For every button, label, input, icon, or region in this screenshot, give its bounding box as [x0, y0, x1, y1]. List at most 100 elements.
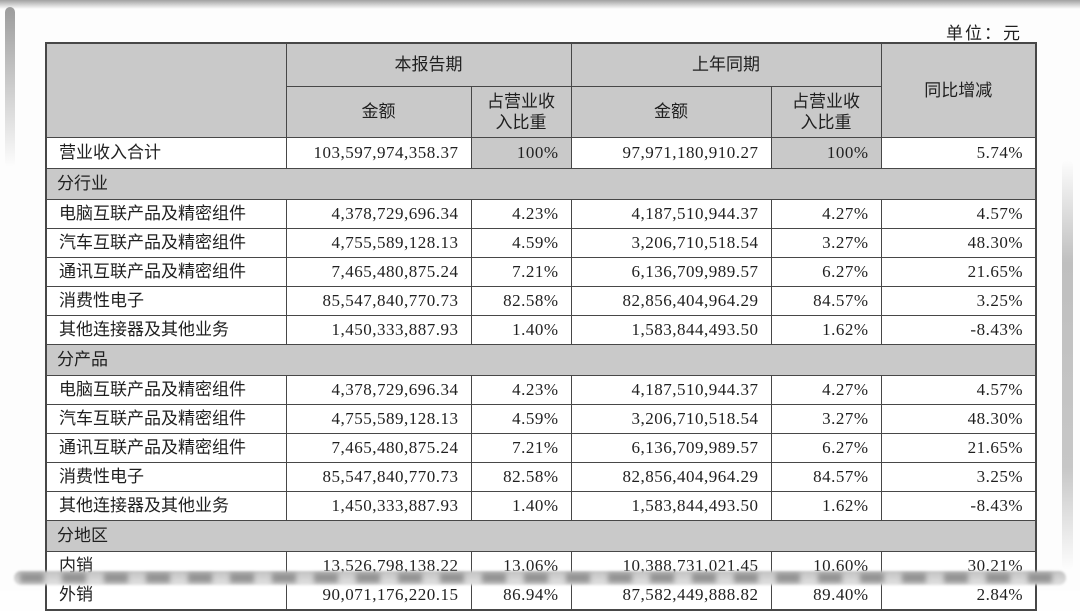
col-header-amount-current: 金额	[286, 87, 471, 138]
yoy-cell: 3.25%	[881, 287, 1036, 316]
current-share-cell: 4.59%	[471, 405, 571, 434]
current-share-cell: 1.40%	[471, 316, 571, 345]
prior-amount-cell: 4,187,510,944.37	[571, 376, 771, 405]
prior-share-cell: 6.27%	[771, 258, 881, 287]
prior-share-cell: 4.27%	[771, 376, 881, 405]
col-header-prior-period: 上年同期	[571, 43, 881, 87]
section-header-row: 分产品	[46, 345, 1036, 376]
section-title: 分行业	[46, 169, 1036, 200]
cropped-blurred-next-row	[14, 571, 1066, 585]
corner-cell	[46, 43, 286, 138]
prior-amount-cell: 82,856,404,964.29	[571, 287, 771, 316]
revenue-breakdown-table: 本报告期 上年同期 同比增减 金额 占营业收入比重 金额 占营业收入比重 营业收…	[45, 42, 1037, 611]
table-body: 营业收入合计 103,597,974,358.37 100% 97,971,18…	[46, 138, 1036, 611]
prior-share-cell: 1.62%	[771, 316, 881, 345]
unit-label: 单位：元	[946, 19, 1022, 44]
current-amount-cell: 7,465,480,875.24	[286, 258, 471, 287]
prior-share-cell: 84.57%	[771, 463, 881, 492]
current-amount-cell: 1,450,333,887.93	[286, 316, 471, 345]
prior-share-cell: 3.27%	[771, 229, 881, 258]
current-share-cell: 100%	[471, 138, 571, 169]
yoy-cell: 3.25%	[881, 463, 1036, 492]
current-amount-cell: 85,547,840,770.73	[286, 463, 471, 492]
row-label-cell: 消费性电子	[46, 287, 286, 316]
prior-amount-cell: 97,971,180,910.27	[571, 138, 771, 169]
row-label-cell: 其他连接器及其他业务	[46, 492, 286, 521]
row-label-cell: 汽车互联产品及精密组件	[46, 229, 286, 258]
current-share-cell: 82.58%	[471, 463, 571, 492]
prior-amount-cell: 6,136,709,989.57	[571, 258, 771, 287]
yoy-cell: 5.74%	[881, 138, 1036, 169]
col-header-current-period: 本报告期	[286, 43, 571, 87]
col-header-share-current-label: 占营业收入比重	[484, 91, 559, 134]
section-header-row: 分地区	[46, 521, 1036, 552]
row-label-cell: 电脑互联产品及精密组件	[46, 376, 286, 405]
section-title: 分地区	[46, 521, 1036, 552]
yoy-cell: -8.43%	[881, 492, 1036, 521]
row-label-cell: 通讯互联产品及精密组件	[46, 434, 286, 463]
col-header-amount-prior: 金额	[571, 87, 771, 138]
page-top-shadow	[0, 0, 1080, 9]
prior-amount-cell: 82,856,404,964.29	[571, 463, 771, 492]
prior-share-cell: 1.62%	[771, 492, 881, 521]
prior-amount-cell: 1,583,844,493.50	[571, 492, 771, 521]
col-header-yoy-change: 同比增减	[881, 43, 1036, 138]
yoy-cell: 21.65%	[881, 434, 1036, 463]
prior-share-cell: 100%	[771, 138, 881, 169]
page-left-shadow	[5, 7, 15, 167]
prior-share-cell: 6.27%	[771, 434, 881, 463]
current-share-cell: 82.58%	[471, 287, 571, 316]
current-amount-cell: 4,755,589,128.13	[286, 405, 471, 434]
yoy-cell: 4.57%	[881, 200, 1036, 229]
current-share-cell: 4.23%	[471, 376, 571, 405]
yoy-cell: 48.30%	[881, 405, 1036, 434]
section-header-row: 分行业	[46, 169, 1036, 200]
row-label-cell: 消费性电子	[46, 463, 286, 492]
current-amount-cell: 4,378,729,696.34	[286, 200, 471, 229]
document-page: 单位：元 本报告期 上年同期 同比增减 金额 占营业收入比重 金额 占营业收入比…	[0, 0, 1080, 591]
yoy-cell: 48.30%	[881, 229, 1036, 258]
row-label-cell: 汽车互联产品及精密组件	[46, 405, 286, 434]
current-share-cell: 1.40%	[471, 492, 571, 521]
yoy-cell: 4.57%	[881, 376, 1036, 405]
section-title: 分产品	[46, 345, 1036, 376]
prior-share-cell: 84.57%	[771, 287, 881, 316]
current-amount-cell: 103,597,974,358.37	[286, 138, 471, 169]
current-share-cell: 7.21%	[471, 434, 571, 463]
yoy-cell: -8.43%	[881, 316, 1036, 345]
current-amount-cell: 4,378,729,696.34	[286, 376, 471, 405]
current-share-cell: 7.21%	[471, 258, 571, 287]
current-amount-cell: 85,547,840,770.73	[286, 287, 471, 316]
current-amount-cell: 4,755,589,128.13	[286, 229, 471, 258]
row-label-cell: 其他连接器及其他业务	[46, 316, 286, 345]
col-header-share-current: 占营业收入比重	[471, 87, 571, 138]
prior-amount-cell: 4,187,510,944.37	[571, 200, 771, 229]
yoy-cell: 21.65%	[881, 258, 1036, 287]
prior-share-cell: 4.27%	[771, 200, 881, 229]
col-header-share-prior: 占营业收入比重	[771, 87, 881, 138]
row-label-cell: 电脑互联产品及精密组件	[46, 200, 286, 229]
prior-amount-cell: 1,583,844,493.50	[571, 316, 771, 345]
row-label-cell: 营业收入合计	[46, 138, 286, 169]
current-amount-cell: 7,465,480,875.24	[286, 434, 471, 463]
total-revenue-row: 营业收入合计 103,597,974,358.37 100% 97,971,18…	[46, 138, 1036, 169]
prior-share-cell: 3.27%	[771, 405, 881, 434]
current-amount-cell: 1,450,333,887.93	[286, 492, 471, 521]
current-share-cell: 4.23%	[471, 200, 571, 229]
prior-amount-cell: 6,136,709,989.57	[571, 434, 771, 463]
prior-amount-cell: 3,206,710,518.54	[571, 229, 771, 258]
page-right-shadow	[1062, 160, 1073, 570]
col-header-share-prior-label: 占营业收入比重	[788, 91, 865, 134]
current-share-cell: 4.59%	[471, 229, 571, 258]
prior-amount-cell: 3,206,710,518.54	[571, 405, 771, 434]
